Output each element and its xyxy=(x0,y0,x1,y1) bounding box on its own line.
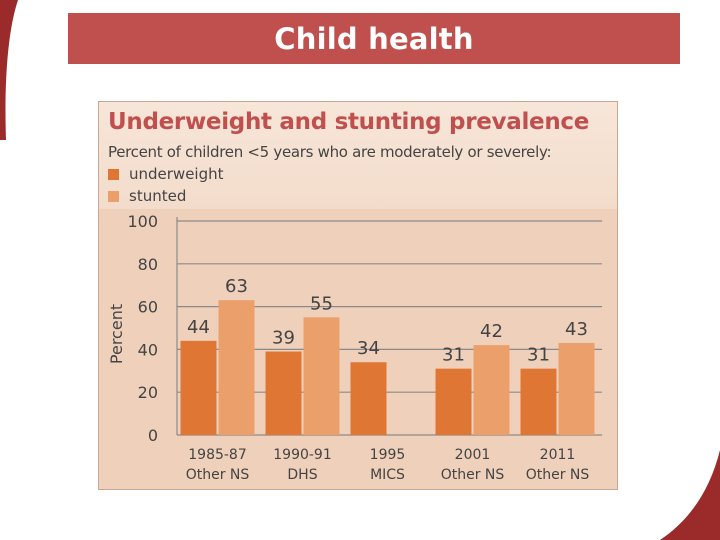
data-label-stunted: 55 xyxy=(310,293,333,314)
legend-swatch-stunted xyxy=(108,190,119,202)
slide-title: Child health xyxy=(274,21,474,56)
chart-header: Underweight and stunting prevalence Perc… xyxy=(99,102,617,209)
x-tick-label: 1985-87 xyxy=(188,447,247,463)
y-tick-label: 0 xyxy=(148,426,158,445)
x-tick-label: Other NS xyxy=(441,467,505,483)
corner-decoration-right xyxy=(660,450,720,540)
x-tick-label: 2001 xyxy=(455,447,491,463)
chart-subtitle: Percent of children <5 years who are mod… xyxy=(108,143,552,161)
data-label-stunted: 63 xyxy=(225,276,248,297)
x-tick-label: Other NS xyxy=(186,467,250,483)
bar-stunted-0 xyxy=(218,300,255,435)
bar-stunted-3 xyxy=(473,345,510,435)
x-tick-label: MICS xyxy=(370,467,405,483)
legend-item-underweight: underweight xyxy=(108,165,224,183)
bar-underweight-1 xyxy=(265,351,302,435)
x-tick-label: 1995 xyxy=(370,447,406,463)
x-tick-label: 2011 xyxy=(540,447,576,463)
chart-title: Underweight and stunting prevalence xyxy=(108,109,590,135)
x-tick-label: Other NS xyxy=(526,467,590,483)
data-label-underweight: 34 xyxy=(357,338,380,359)
bar-stunted-1 xyxy=(303,317,340,435)
data-label-stunted: 43 xyxy=(565,319,588,340)
bar-underweight-4 xyxy=(520,368,557,435)
legend-item-stunted: stunted xyxy=(108,187,186,205)
y-tick-label: 100 xyxy=(127,212,158,231)
y-tick-label: 40 xyxy=(138,340,158,359)
data-label-underweight: 44 xyxy=(187,317,210,338)
data-label-stunted: 42 xyxy=(480,321,503,342)
legend-swatch-underweight xyxy=(108,168,119,180)
chart-figure: Underweight and stunting prevalence Perc… xyxy=(98,101,618,490)
x-tick-label: DHS xyxy=(287,467,317,483)
y-tick-label: 20 xyxy=(138,383,158,402)
bar-underweight-2 xyxy=(350,362,387,435)
corner-decoration-left xyxy=(0,0,18,140)
y-tick-label: 80 xyxy=(138,255,158,274)
legend-label-underweight: underweight xyxy=(129,165,224,183)
y-tick-label: 60 xyxy=(138,298,158,317)
y-axis-label: Percent xyxy=(107,304,126,364)
legend-label-stunted: stunted xyxy=(129,187,187,205)
bar-stunted-4 xyxy=(558,342,595,435)
data-label-underweight: 39 xyxy=(272,328,295,349)
bar-underweight-3 xyxy=(435,368,472,435)
title-banner: Child health xyxy=(68,13,680,64)
bar-underweight-0 xyxy=(180,340,217,435)
x-tick-label: 1990-91 xyxy=(273,447,332,463)
data-label-underweight: 31 xyxy=(442,345,465,366)
bar-chart: 0 20 40 60 80 100 Percent 44 63 1985-87 Other NS 39… xyxy=(107,212,602,483)
data-label-underweight: 31 xyxy=(527,345,550,366)
